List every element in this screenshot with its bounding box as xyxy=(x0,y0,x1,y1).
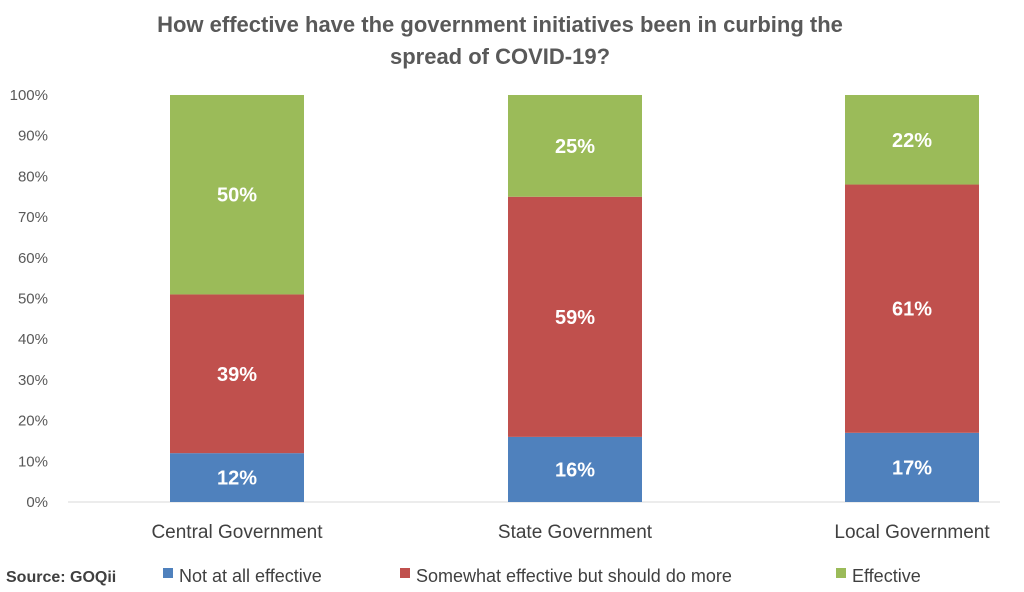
source-label: Source: GOQii xyxy=(6,569,116,586)
data-label: 17% xyxy=(892,457,932,479)
legend-label: Not at all effective xyxy=(179,566,322,586)
data-label: 61% xyxy=(892,299,932,321)
bars: 12% 39% 50% 16% 59% 25% 17% 61% 22% xyxy=(170,95,979,502)
bar-segment xyxy=(845,432,979,502)
data-label: 12% xyxy=(217,468,257,490)
data-label: 50% xyxy=(217,185,257,207)
legend-label: Somewhat effective but should do more xyxy=(416,566,732,586)
y-tick-label: 50% xyxy=(18,291,48,308)
bar-segment xyxy=(170,294,304,454)
y-tick-label: 60% xyxy=(18,250,48,267)
data-label: 59% xyxy=(555,307,595,329)
data-label: 39% xyxy=(217,364,257,386)
legend-swatch xyxy=(836,568,846,578)
y-tick-label: 10% xyxy=(18,453,48,470)
y-tick-label: 40% xyxy=(18,331,48,348)
data-label: 25% xyxy=(555,136,595,158)
data-label: 22% xyxy=(892,130,932,152)
y-tick-label: 20% xyxy=(18,413,48,430)
chart-title-line-1: How effective have the government initia… xyxy=(157,12,843,37)
data-label: 16% xyxy=(555,459,595,481)
bar-segment xyxy=(508,436,642,502)
category-label: Central Government xyxy=(151,522,323,543)
y-axis: 0% 10% 20% 30% 40% 50% 60% 70% 80% 90% 100% xyxy=(10,87,48,511)
y-tick-label: 70% xyxy=(18,209,48,226)
bar-segment xyxy=(170,453,304,502)
bar-segment xyxy=(845,184,979,433)
y-tick-label: 100% xyxy=(10,87,48,104)
category-label: State Government xyxy=(498,522,653,543)
chart-title-line-2: spread of COVID-19? xyxy=(390,44,610,69)
y-tick-label: 0% xyxy=(26,494,48,511)
category-label: Local Government xyxy=(834,522,990,543)
y-tick-label: 90% xyxy=(18,128,48,145)
y-tick-label: 30% xyxy=(18,372,48,389)
legend-swatch xyxy=(400,568,410,578)
bar-segment xyxy=(845,95,979,185)
legend-swatch xyxy=(163,568,173,578)
bar-segment xyxy=(508,95,642,197)
bar-segment xyxy=(508,196,642,437)
y-tick-label: 80% xyxy=(18,168,48,185)
legend-label: Effective xyxy=(852,566,921,586)
category-labels: Central Government State Government Local … xyxy=(151,522,990,543)
legend: Not at all effective Somewhat effective b… xyxy=(163,566,921,586)
bar-segment xyxy=(170,95,304,295)
